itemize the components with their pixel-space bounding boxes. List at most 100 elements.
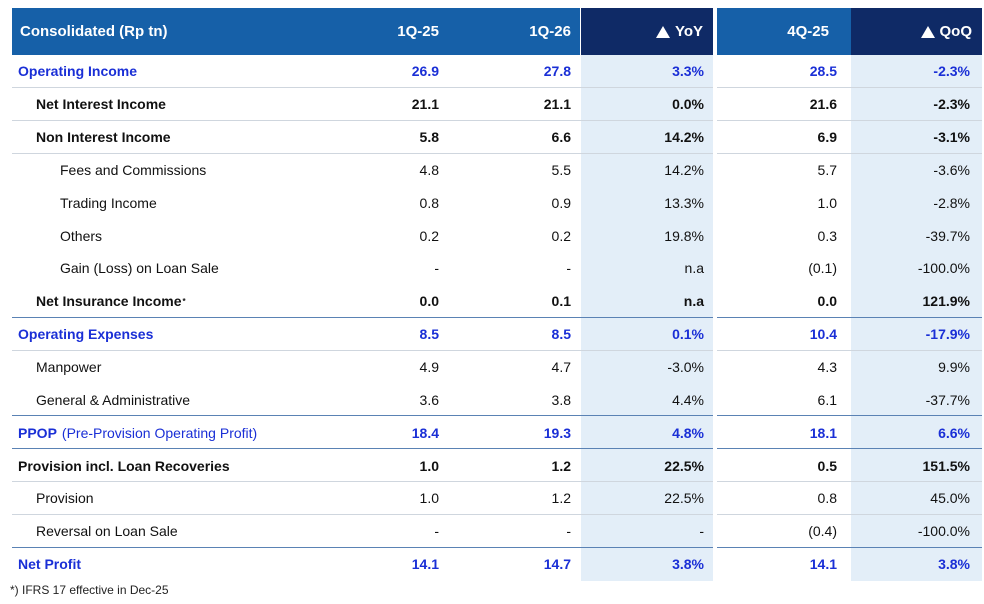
cell-v5: -37.7% xyxy=(925,391,970,408)
cell-v5: -17.9% xyxy=(925,326,970,343)
column-gap xyxy=(713,350,717,384)
qoq-shade xyxy=(851,87,982,121)
row-label: Operating Income xyxy=(18,55,137,88)
qoq-shade xyxy=(851,120,982,154)
cell-v4: (0.4) xyxy=(808,523,837,540)
qoq-shade xyxy=(851,219,982,253)
qoq-shade xyxy=(851,383,982,417)
cell-v2: 21.1 xyxy=(543,96,571,113)
cell-v3: 19.8% xyxy=(664,227,704,244)
cell-v4: 5.7 xyxy=(817,161,837,178)
cell-v3: -3.0% xyxy=(667,359,704,376)
table-header: Consolidated (Rp tn) 1Q-25 1Q-26 YoY 4Q-… xyxy=(12,8,982,55)
table-row: Fees and Commissions 4.8 5.5 14.2% 5.7 -3.6% xyxy=(12,153,982,187)
cell-v5: 9.9% xyxy=(938,359,970,376)
row-label-text: General & Administrative xyxy=(36,391,191,408)
cell-v3: 0.1% xyxy=(672,326,704,343)
cell-v1: 0.0 xyxy=(419,293,439,310)
row-divider xyxy=(12,546,982,548)
row-label-text: Net Insurance Income xyxy=(36,293,182,310)
cell-v2: - xyxy=(566,523,571,540)
header-col-4q25: 4Q-25 xyxy=(717,8,851,55)
qoq-shade xyxy=(851,55,982,88)
cell-v3: n.a xyxy=(684,260,704,277)
column-gap xyxy=(713,449,717,482)
cell-v4: 10.4 xyxy=(809,326,837,343)
yoy-shade xyxy=(581,547,713,581)
cell-v1: 21.1 xyxy=(411,96,439,113)
table-row: Net Insurance Income * 0.0 0.1 n.a 0.0 121.9% xyxy=(12,284,982,318)
qoq-shade xyxy=(851,153,982,187)
table-row: PPOP (Pre-Provision Operating Profit) 18.4… xyxy=(12,416,982,450)
row-label-text: Trading Income xyxy=(60,194,157,211)
triangle-up-icon xyxy=(920,25,935,38)
row-label: Net Insurance Income * xyxy=(36,285,186,318)
cell-v2: 19.3 xyxy=(543,424,571,441)
qoq-shade xyxy=(851,481,982,515)
table-row: Operating Expenses 8.5 8.5 0.1% 10.4 -17.9% xyxy=(12,317,982,351)
row-divider xyxy=(12,448,982,450)
column-gap xyxy=(713,87,717,121)
yoy-shade xyxy=(581,350,713,384)
header-yoy-label: YoY xyxy=(674,23,703,40)
cell-v5: -2.3% xyxy=(933,96,970,113)
cell-v2: 1.2 xyxy=(551,457,571,474)
cell-v4: 18.1 xyxy=(809,424,837,441)
table-row: Provision incl. Loan Recoveries 1.0 1.2 22.… xyxy=(12,449,982,482)
row-label: Operating Expenses xyxy=(18,318,153,351)
cell-v3: - xyxy=(699,523,704,540)
cell-v1: 4.9 xyxy=(419,359,439,376)
row-label-text: Reversal on Loan Sale xyxy=(36,523,178,540)
cell-v4: 0.5 xyxy=(817,457,837,474)
row-label-text: PPOP xyxy=(18,424,57,441)
yoy-shade xyxy=(581,87,713,121)
cell-v3: n.a xyxy=(683,293,704,310)
yoy-shade xyxy=(581,383,713,417)
table-row: Reversal on Loan Sale - - - (0.4) -100.0% xyxy=(12,514,982,548)
cell-v1: 26.9 xyxy=(411,63,439,80)
cell-v5: 3.8% xyxy=(938,556,970,573)
cell-v5: -100.0% xyxy=(917,523,970,540)
row-divider xyxy=(12,513,982,515)
row-label-text: Operating Income xyxy=(18,63,138,80)
table-row: Provision 1.0 1.2 22.5% 0.8 45.0% xyxy=(12,481,982,515)
table-row: Non Interest Income 5.8 6.6 14.2% 6.9 -3.1% xyxy=(12,120,982,154)
cell-v5: -100.0% xyxy=(917,260,970,277)
cell-v1: 1.0 xyxy=(419,457,439,474)
yoy-shade xyxy=(581,55,713,88)
qoq-shade xyxy=(851,252,982,285)
cell-v3: 4.8% xyxy=(672,424,704,441)
cell-v5: 151.5% xyxy=(922,457,970,474)
qoq-shade xyxy=(851,416,982,450)
cell-v3: 22.5% xyxy=(664,490,704,507)
row-label-text: Manpower xyxy=(36,359,102,376)
cell-v2: - xyxy=(566,260,571,277)
row-label-text: Non Interest Income xyxy=(36,129,171,146)
yoy-shade xyxy=(581,153,713,187)
column-gap xyxy=(713,383,717,417)
row-label-text: Net Interest Income xyxy=(36,96,166,113)
row-label: Non Interest Income xyxy=(36,121,171,154)
cell-v1: 4.8 xyxy=(419,161,439,178)
row-label: Fees and Commissions xyxy=(60,154,206,187)
cell-v2: 14.7 xyxy=(543,556,571,573)
row-label-text: Provision xyxy=(36,490,94,507)
yoy-shade xyxy=(581,284,713,318)
row-divider xyxy=(12,349,982,351)
cell-v3: 0.0% xyxy=(672,96,704,113)
cell-v1: 8.5 xyxy=(419,326,439,343)
yoy-shade xyxy=(581,416,713,450)
row-label: Reversal on Loan Sale xyxy=(36,515,178,548)
column-gap xyxy=(713,55,717,88)
column-gap xyxy=(713,547,717,581)
row-label: Manpower xyxy=(36,351,101,384)
cell-v2: 5.5 xyxy=(551,161,571,178)
row-divider xyxy=(12,480,982,482)
cell-v1: - xyxy=(434,523,439,540)
qoq-shade xyxy=(851,186,982,220)
cell-v5: -39.7% xyxy=(925,227,970,244)
row-label: Others xyxy=(60,219,102,252)
cell-v5: -2.8% xyxy=(933,194,970,211)
table-row: Net Interest Income 21.1 21.1 0.0% 21.6 -2.3% xyxy=(12,87,982,121)
row-label: General & Administrative xyxy=(36,383,190,416)
